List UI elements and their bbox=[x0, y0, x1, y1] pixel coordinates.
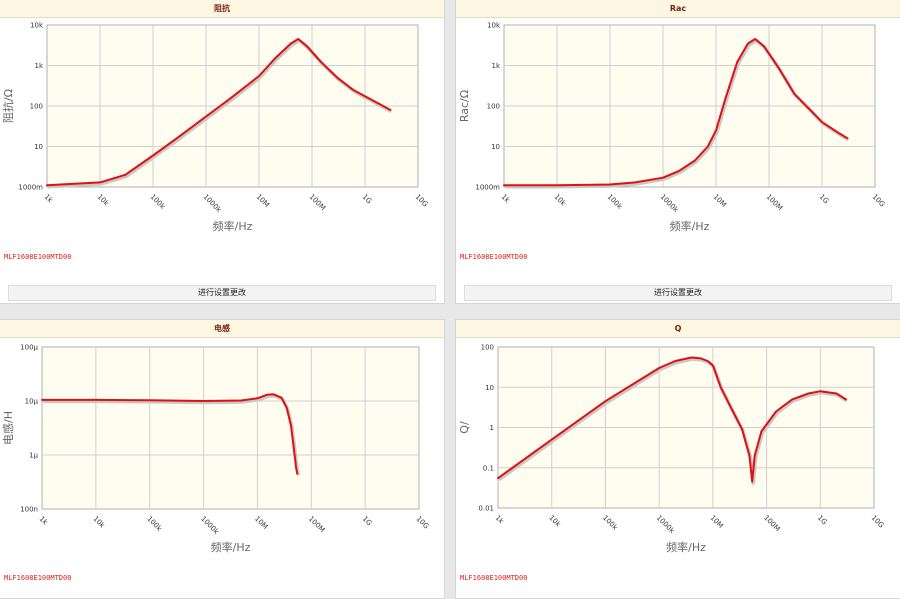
x-tick-label: 10G bbox=[415, 515, 431, 531]
y-tick-label: 1k bbox=[491, 62, 500, 70]
x-tick-label: 1000k bbox=[202, 193, 224, 215]
x-tick-label: 1000k bbox=[655, 514, 677, 536]
panel-header: 阻抗 bbox=[0, 0, 444, 18]
part-number[interactable]: MLF1608E100MTD00 bbox=[4, 574, 72, 582]
x-tick-label: 1000k bbox=[199, 515, 221, 537]
panel-header: Q bbox=[456, 320, 900, 338]
y-axis-title: Rac/Ω bbox=[458, 90, 471, 122]
x-tick-label: 10M bbox=[253, 515, 269, 531]
y-tick-label: 10 bbox=[485, 384, 494, 392]
x-tick-label: 10G bbox=[870, 514, 886, 530]
series-line bbox=[41, 393, 299, 475]
x-tick-label: 100M bbox=[308, 193, 327, 212]
impedance-panel: 阻抗 1k 10k 100k 1000k 10M 100M 1G 10G 1000m 10 100 1… bbox=[0, 0, 445, 304]
y-tick-label: 100µ bbox=[20, 344, 38, 352]
y-tick-label: 1000m bbox=[18, 184, 43, 192]
x-axis-title: 频率/Hz bbox=[213, 219, 253, 233]
series-line bbox=[503, 38, 849, 187]
settings-change-button[interactable]: 进行设置更改 bbox=[8, 285, 436, 301]
plot-area bbox=[41, 346, 420, 510]
y-tick-label: 1µ bbox=[29, 452, 38, 460]
y-tick-label: 0.01 bbox=[478, 505, 494, 513]
part-number[interactable]: MLF1608E100MTD00 bbox=[4, 253, 72, 261]
x-tick-label: 10M bbox=[712, 193, 728, 209]
x-tick-label: 1G bbox=[361, 515, 374, 528]
x-tick-label: 100M bbox=[765, 193, 784, 212]
x-tick-label: 1k bbox=[38, 515, 50, 527]
x-tick-label: 10k bbox=[96, 193, 111, 208]
rac-panel: Rac 1k 10k 100k 1000k 10M 100M 1G 10G 1000m 10 100… bbox=[455, 0, 900, 304]
y-tick-label: 100n bbox=[20, 506, 38, 514]
y-axis-title: 电感/H bbox=[2, 411, 15, 445]
x-tick-label: 100k bbox=[145, 515, 164, 534]
part-number[interactable]: MLF1608E100MTD00 bbox=[460, 253, 528, 261]
x-tick-label: 10G bbox=[871, 193, 887, 209]
x-tick-label: 1G bbox=[361, 193, 374, 206]
x-tick-label: 100k bbox=[606, 193, 625, 212]
x-tick-label: 100k bbox=[601, 514, 620, 533]
x-tick-label: 100k bbox=[149, 193, 168, 212]
impedance-chart: 1k 10k 100k 1000k 10M 100M 1G 10G 1000m 10 100 1k 10… bbox=[1, 22, 430, 234]
panel-header: Rac bbox=[456, 0, 900, 18]
x-tick-label: 10M bbox=[255, 193, 271, 209]
y-tick-label: 10k bbox=[30, 22, 44, 30]
part-number[interactable]: MLF1608E100MTD00 bbox=[460, 574, 528, 582]
x-tick-label: 10k bbox=[547, 514, 562, 529]
x-tick-label: 100M bbox=[762, 514, 781, 533]
y-tick-label: 10 bbox=[491, 143, 500, 151]
y-tick-label: 100 bbox=[487, 103, 500, 111]
x-tick-label: 1k bbox=[494, 514, 506, 526]
y-tick-label: 1k bbox=[34, 62, 43, 70]
y-tick-label: 0.1 bbox=[483, 464, 494, 472]
x-tick-label: 1G bbox=[816, 514, 829, 527]
x-tick-label: 10k bbox=[91, 515, 106, 530]
x-tick-label: 10G bbox=[414, 193, 430, 209]
x-axis-title: 频率/Hz bbox=[211, 540, 251, 554]
x-tick-label: 1k bbox=[43, 193, 55, 205]
y-tick-label: 100 bbox=[30, 103, 43, 111]
rac-chart: 1k 10k 100k 1000k 10M 100M 1G 10G 1000m 10 100 1k 10… bbox=[458, 22, 887, 234]
y-tick-label: 1000m bbox=[475, 184, 500, 192]
x-tick-label: 10k bbox=[553, 193, 568, 208]
q-panel: Q 1k 10k 100k 1000k 10M 100M 1G 10G 0.01 0.1 1 10 10… bbox=[455, 319, 900, 599]
q-chart: 1k 10k 100k 1000k 10M 100M 1G 10G 0.01 0.1 1 10 100 频… bbox=[458, 344, 886, 555]
x-tick-label: 1000k bbox=[659, 193, 681, 215]
y-axis-title: Q/ bbox=[458, 421, 471, 434]
x-tick-label: 1G bbox=[818, 193, 831, 206]
series-line bbox=[497, 356, 847, 483]
x-axis-title: 频率/Hz bbox=[670, 219, 710, 233]
y-tick-label: 10k bbox=[487, 22, 501, 30]
y-tick-label: 100 bbox=[481, 344, 494, 352]
y-tick-label: 10 bbox=[34, 143, 43, 151]
x-tick-label: 1k bbox=[500, 193, 512, 205]
y-axis-title: 阻抗/Ω bbox=[1, 89, 15, 123]
y-tick-label: 1 bbox=[490, 424, 494, 432]
settings-change-button[interactable]: 进行设置更改 bbox=[464, 285, 892, 301]
x-tick-label: 100M bbox=[307, 515, 326, 534]
inductance-chart: 1k 10k 100k 1000k 10M 100M 1G 10G 100n 1µ 10µ 100µ 频… bbox=[2, 344, 431, 555]
inductance-panel: 电感 1k 10k 100k 1000k 10M 100M 1G 10G 100n 1µ 10µ 10… bbox=[0, 319, 445, 599]
panel-header: 电感 bbox=[0, 320, 444, 338]
series-line bbox=[46, 38, 392, 187]
x-axis-title: 频率/Hz bbox=[666, 540, 706, 554]
x-tick-label: 10M bbox=[708, 514, 724, 530]
y-tick-label: 10µ bbox=[25, 398, 39, 406]
